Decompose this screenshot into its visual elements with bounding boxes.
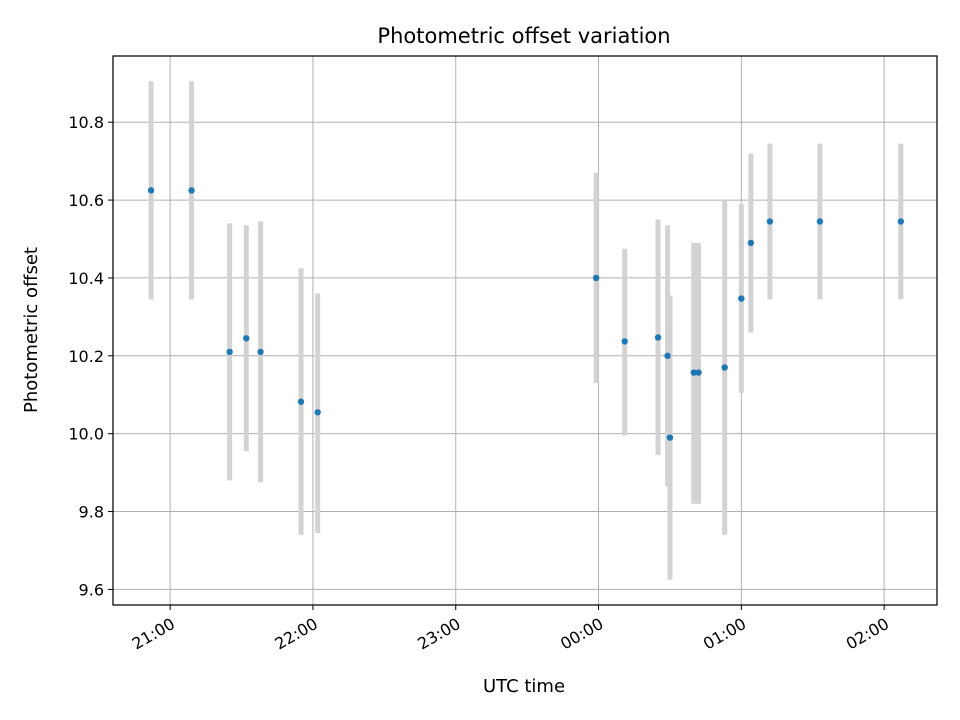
data-point — [592, 274, 600, 282]
y-tick-label: 9.8 — [79, 503, 104, 522]
data-points — [147, 187, 905, 441]
data-point — [297, 398, 305, 405]
data-point — [747, 239, 755, 247]
y-tick-label: 10.0 — [68, 425, 104, 444]
data-point — [897, 218, 905, 225]
data-point — [666, 434, 674, 441]
data-point — [721, 364, 728, 371]
data-point — [257, 348, 264, 356]
data-point — [314, 409, 321, 416]
data-point — [690, 369, 697, 376]
x-axis-title: UTC time — [483, 676, 565, 697]
data-point — [243, 335, 250, 342]
data-point — [664, 352, 671, 360]
data-point — [654, 334, 662, 341]
data-point — [766, 218, 774, 225]
data-point — [816, 218, 824, 225]
y-axis-title: Photometric offset — [21, 247, 42, 413]
data-point — [226, 348, 233, 356]
data-point — [621, 338, 628, 345]
y-tick-label: 9.6 — [79, 580, 104, 599]
y-tick-label: 10.2 — [68, 347, 104, 366]
data-point — [695, 369, 702, 376]
y-tick-label: 10.6 — [68, 191, 104, 210]
data-point — [188, 187, 195, 194]
y-tick-label: 10.4 — [68, 269, 104, 288]
plot-frame — [112, 55, 938, 606]
chart-title: Photometric offset variation — [377, 24, 670, 48]
y-tick-label: 10.8 — [68, 113, 104, 132]
data-point — [147, 187, 155, 194]
data-point — [738, 295, 745, 302]
